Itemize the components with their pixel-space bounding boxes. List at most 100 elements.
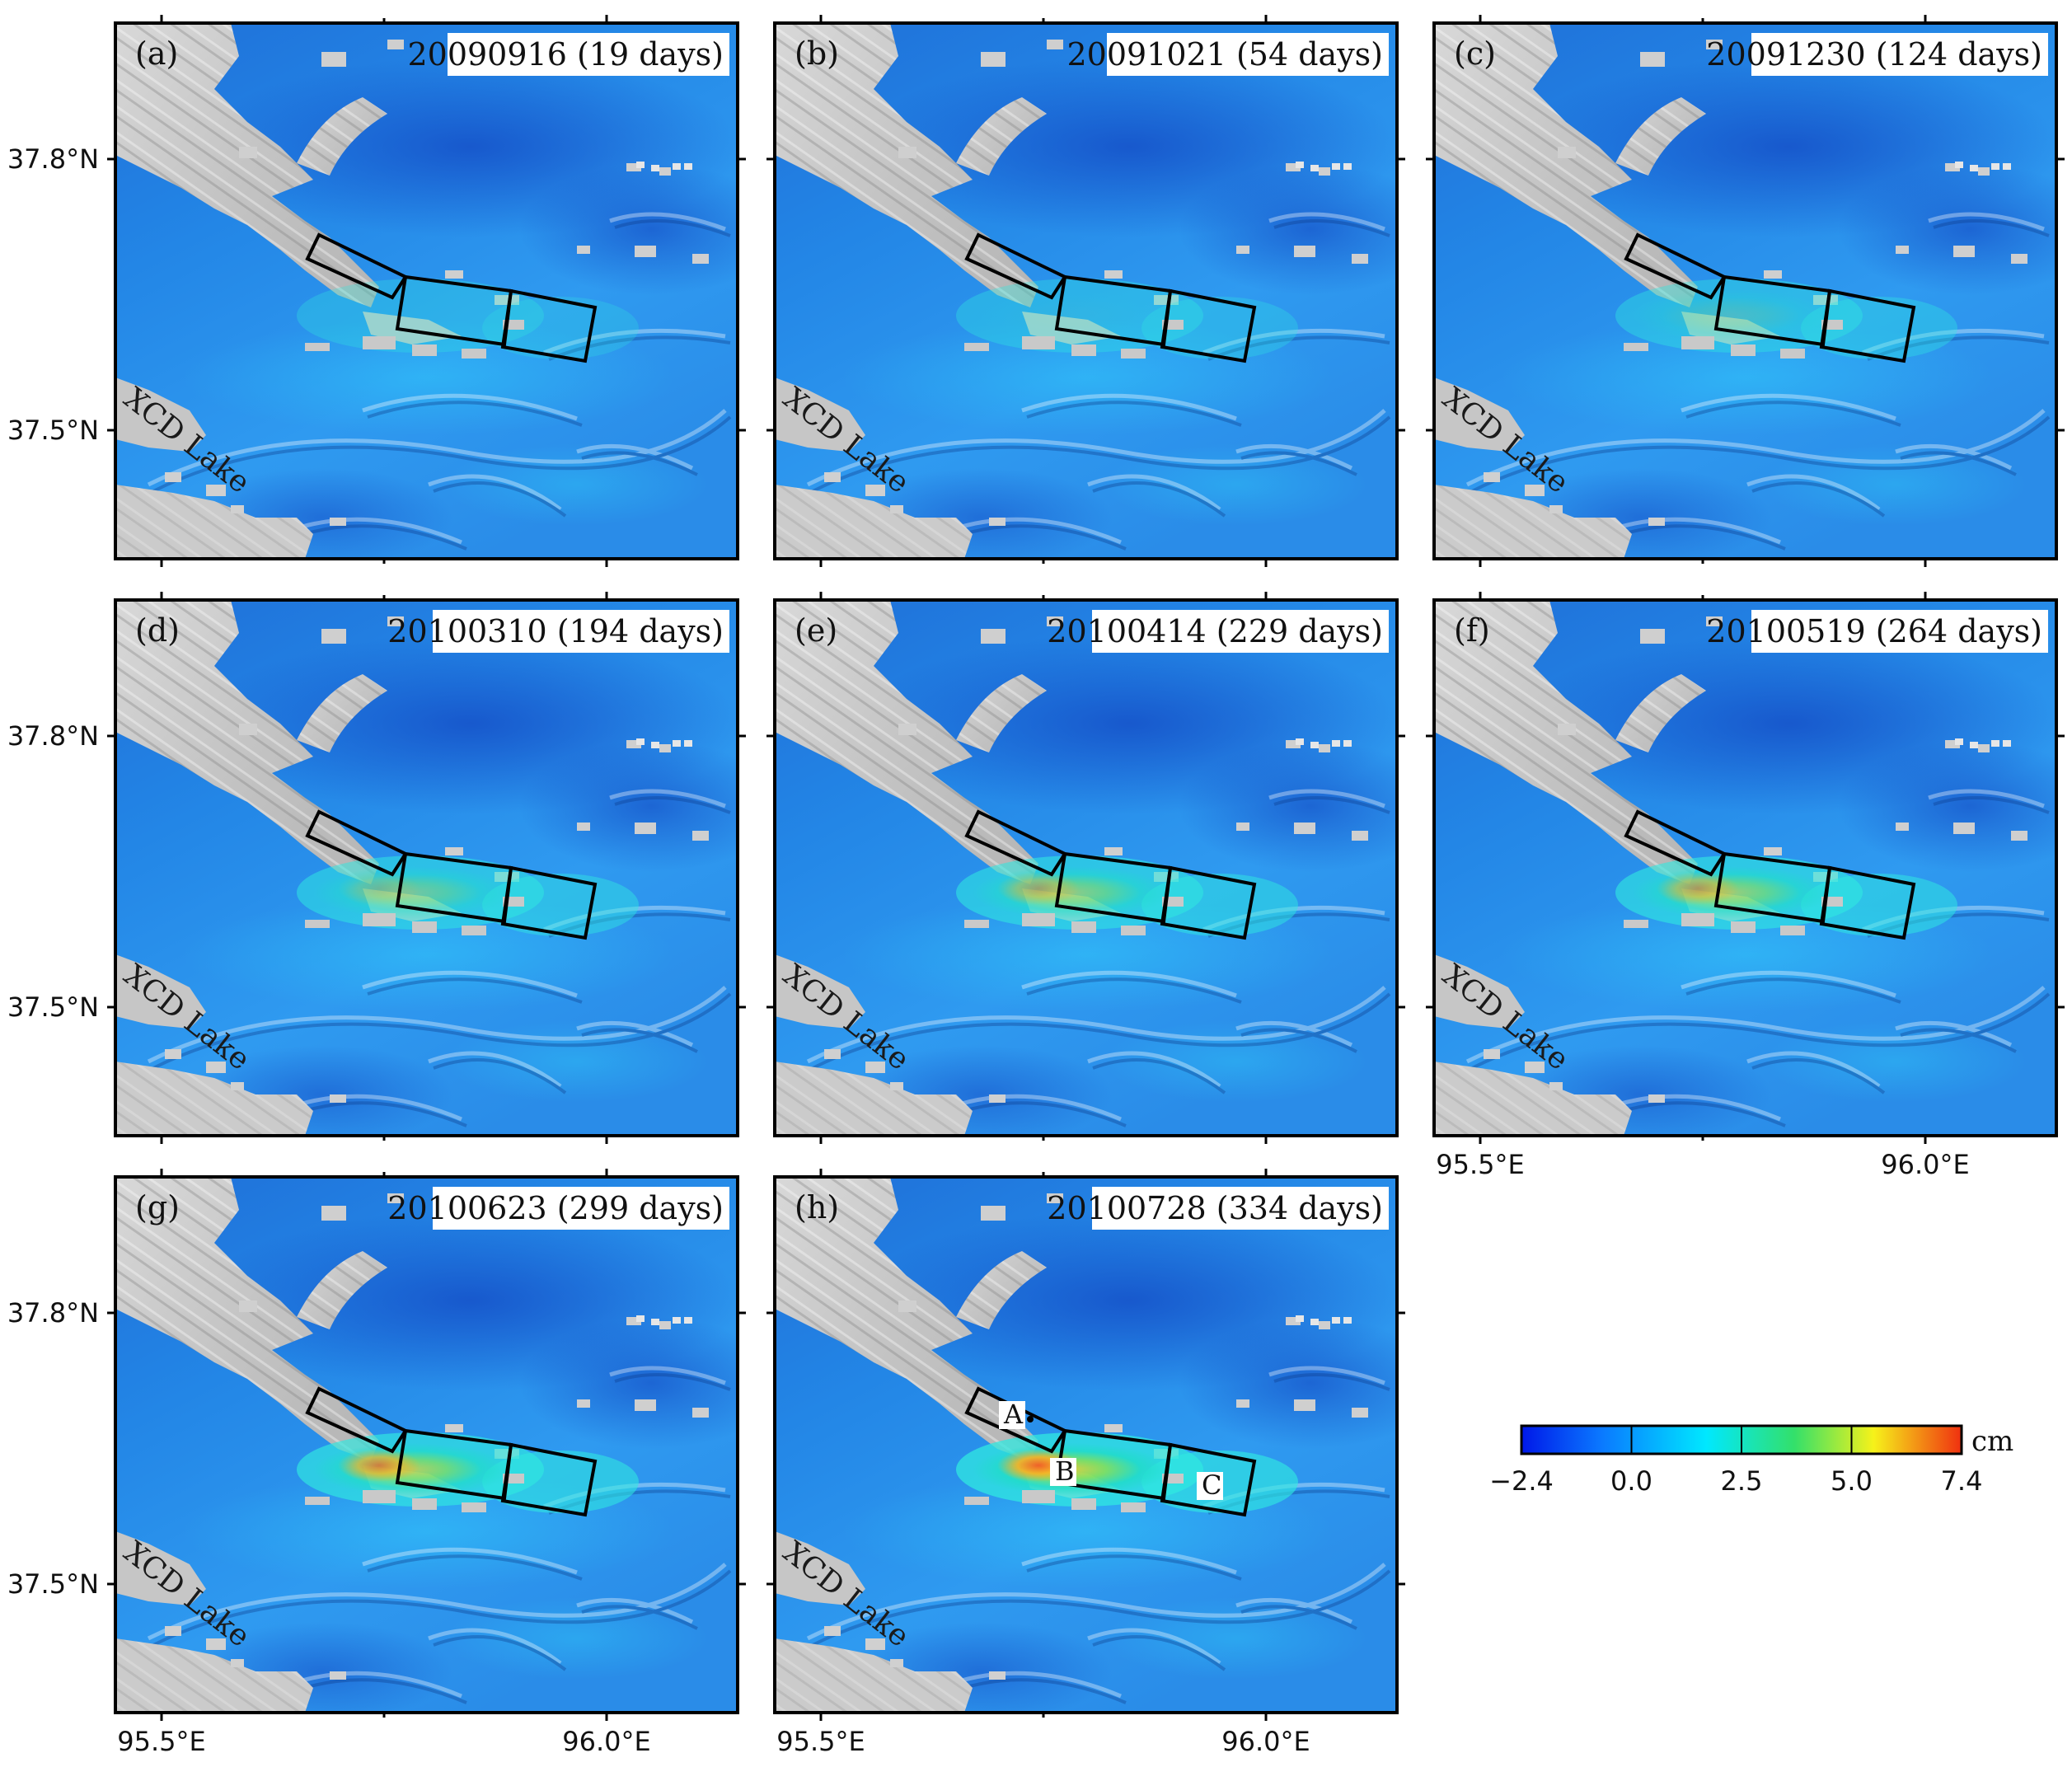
panel-date: 20100728 (334 days) xyxy=(1047,1190,1383,1226)
lake-area xyxy=(115,954,206,1029)
latitude-label: 37.8°N xyxy=(7,143,99,175)
map-panel: XCD Lake(f) 20100519 (264 days) xyxy=(1426,592,2065,1144)
panel-letter: (g) xyxy=(135,1189,180,1226)
panel-letter: (a) xyxy=(135,35,178,72)
map-panel: XCD Lake(c) 20091230 (124 days) xyxy=(1426,15,2065,567)
panel-frame xyxy=(114,598,739,1137)
panel-date: 20090916 (19 days) xyxy=(407,36,724,73)
lake-area xyxy=(775,954,865,1029)
fault-segment-box xyxy=(964,232,1067,300)
point-label: B xyxy=(1055,1455,1075,1487)
masked-terrain xyxy=(1434,600,2027,1136)
latitude-label: 37.5°N xyxy=(7,1568,99,1600)
lake-area xyxy=(115,1531,206,1605)
date-box xyxy=(1107,33,1389,76)
masked-terrain xyxy=(775,1177,1368,1713)
colorbar-tick-label: 2.5 xyxy=(1721,1465,1763,1497)
fault-segments xyxy=(964,232,1257,363)
fault-segment-box xyxy=(305,232,408,300)
latitude-label: 37.5°N xyxy=(7,415,99,446)
colorbar-tick-label: −2.4 xyxy=(1489,1465,1554,1497)
hillshade xyxy=(1465,212,2051,551)
lake-area xyxy=(1434,377,1525,452)
fault-segments xyxy=(964,809,1257,940)
fault-segment-box xyxy=(1160,288,1257,363)
date-box xyxy=(1751,33,2048,76)
colorbar: −2.4 0.0 2.5 5.0 7.4 cm xyxy=(1489,1424,2013,1497)
latitude-label: 37.8°N xyxy=(7,720,99,752)
panel-frame xyxy=(114,21,739,560)
colorbar-tick-label: 7.4 xyxy=(1941,1465,1983,1497)
deformation-signal xyxy=(297,1432,639,1513)
latitude-label: 37.8°N xyxy=(7,1297,99,1329)
panel-letter: (h) xyxy=(795,1189,839,1226)
colorbar-tick-label: 5.0 xyxy=(1831,1465,1873,1497)
lake-area xyxy=(115,377,206,452)
panel-letter: (e) xyxy=(795,612,837,649)
tick-marks xyxy=(1426,15,2065,567)
deformation-signal xyxy=(956,855,1298,936)
map-panel: XCD Lake(e) 20100414 (229 days) xyxy=(766,592,1405,1144)
map-panel: XCD Lake(g) 20100623 (299 days) xyxy=(107,1169,746,1721)
panel-frame xyxy=(114,1175,739,1714)
point-marker xyxy=(1027,1416,1034,1423)
point-label-box xyxy=(1050,1458,1076,1486)
deformation-signal xyxy=(1615,279,1957,359)
tick-marks xyxy=(1426,592,2065,1144)
masked-terrain xyxy=(775,23,1368,559)
latitude-label: 37.5°N xyxy=(7,991,99,1023)
fault-segment-box xyxy=(305,1386,408,1454)
lake-area xyxy=(1434,954,1525,1029)
fault-segment-box xyxy=(964,1386,1067,1454)
tick-marks xyxy=(766,15,1405,567)
panel-frame xyxy=(773,1175,1399,1714)
fault-segment-box xyxy=(500,865,598,940)
tick-marks xyxy=(107,15,746,567)
panel-frame xyxy=(1432,21,2058,560)
fault-segment-box xyxy=(305,809,408,877)
point-label-box xyxy=(999,1401,1025,1429)
fault-segments xyxy=(1624,809,1916,940)
point-label-box xyxy=(1197,1472,1223,1500)
hillshade xyxy=(1465,789,2051,1127)
fault-segment-box xyxy=(1819,288,1916,363)
longitude-label: 96.0°E xyxy=(1221,1726,1310,1757)
deformation-signal xyxy=(297,279,639,359)
fault-segment-box xyxy=(500,1442,598,1517)
tick-marks xyxy=(107,1169,746,1721)
fault-segments xyxy=(305,809,598,940)
date-box xyxy=(433,610,729,653)
tick-marks xyxy=(107,592,746,1144)
longitude-label: 95.5°E xyxy=(1436,1149,1524,1180)
panel-date: 20100414 (229 days) xyxy=(1047,613,1383,649)
panel-letter: (d) xyxy=(135,612,180,649)
longitude-label: 95.5°E xyxy=(776,1726,865,1757)
deformation-signal xyxy=(297,855,639,936)
panel-date: 20100519 (264 days) xyxy=(1706,613,2042,649)
panel-date: 20091230 (124 days) xyxy=(1706,36,2042,73)
date-box xyxy=(1092,1187,1389,1230)
fault-segments xyxy=(305,1386,598,1517)
fault-segments xyxy=(1624,232,1916,363)
hillshade xyxy=(806,789,1391,1127)
panel-letter: (f) xyxy=(1454,612,1490,649)
panel-date: 20100623 (299 days) xyxy=(387,1190,724,1226)
fault-segment-box xyxy=(1624,809,1727,877)
panel-letter: (c) xyxy=(1454,35,1496,72)
deformation-signal xyxy=(956,279,1298,359)
fault-segment-box xyxy=(1819,865,1916,940)
map-panel: XCD Lake(a) 20090916 (19 days) xyxy=(107,15,746,567)
panel-frame xyxy=(1432,598,2058,1137)
longitude-label: 96.0°E xyxy=(1881,1149,1969,1180)
date-box xyxy=(433,1187,729,1230)
lake-area xyxy=(775,1531,865,1605)
colorbar-unit: cm xyxy=(1971,1425,2013,1458)
date-box xyxy=(448,33,729,76)
panel-frame xyxy=(773,598,1399,1137)
fault-segment-box xyxy=(500,288,598,363)
longitude-label: 96.0°E xyxy=(562,1726,650,1757)
point-label: A xyxy=(1003,1399,1024,1430)
point-label: C xyxy=(1202,1469,1221,1501)
